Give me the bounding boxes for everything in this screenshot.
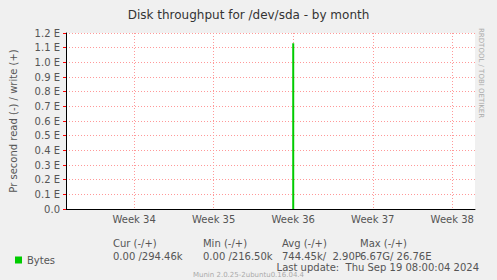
svg-text:Week 34: Week 34 xyxy=(113,214,156,225)
svg-text:0.00 /294.46k: 0.00 /294.46k xyxy=(113,251,183,262)
svg-text:Week 35: Week 35 xyxy=(192,214,235,225)
svg-text:1.2 E: 1.2 E xyxy=(35,28,60,39)
svg-text:0.3 E: 0.3 E xyxy=(35,160,60,171)
svg-text:0.2 E: 0.2 E xyxy=(35,174,60,185)
svg-text:0.00 /216.50k: 0.00 /216.50k xyxy=(203,251,273,262)
svg-text:Last update: Thu Sep 19 08:00: Last update: Thu Sep 19 08:00:04 2024 xyxy=(277,262,479,273)
svg-text:0.0: 0.0 xyxy=(44,204,60,215)
svg-text:Max (-/+): Max (-/+) xyxy=(360,238,407,249)
svg-text:Min (-/+): Min (-/+) xyxy=(203,238,247,249)
svg-text:0.6 E: 0.6 E xyxy=(35,116,60,127)
svg-text:Week 37: Week 37 xyxy=(351,214,394,225)
svg-text:1.0 E: 1.0 E xyxy=(35,57,60,68)
svg-text:Pr second read (-) / write (+): Pr second read (-) / write (+) xyxy=(8,49,19,192)
svg-text:Week 36: Week 36 xyxy=(272,214,315,225)
svg-text:Disk throughput for /dev/sda -: Disk throughput for /dev/sda - by month xyxy=(128,8,370,22)
svg-text:0.5 E: 0.5 E xyxy=(35,130,60,141)
svg-text:Avg (-/+): Avg (-/+) xyxy=(282,238,327,249)
svg-text:RRDTOOL / TOBI OETIKER: RRDTOOL / TOBI OETIKER xyxy=(477,28,485,118)
svg-text:Munin 2.0.25-2ubuntu0.16.04.4: Munin 2.0.25-2ubuntu0.16.04.4 xyxy=(193,271,305,279)
svg-text:6.67G/ 26.76E: 6.67G/ 26.76E xyxy=(360,251,432,262)
svg-text:Cur (-/+): Cur (-/+) xyxy=(113,238,157,249)
svg-text:Bytes: Bytes xyxy=(27,255,55,266)
svg-text:0.9 E: 0.9 E xyxy=(35,72,60,83)
svg-text:744.45k/ 2.90P: 744.45k/ 2.90P xyxy=(282,251,361,262)
svg-text:1.1 E: 1.1 E xyxy=(35,42,60,53)
svg-text:0.8 E: 0.8 E xyxy=(35,86,60,97)
svg-text:Week 38: Week 38 xyxy=(431,214,474,225)
svg-text:0.7 E: 0.7 E xyxy=(35,101,60,112)
svg-text:0.1 E: 0.1 E xyxy=(35,189,60,200)
svg-text:0.4 E: 0.4 E xyxy=(35,145,60,156)
